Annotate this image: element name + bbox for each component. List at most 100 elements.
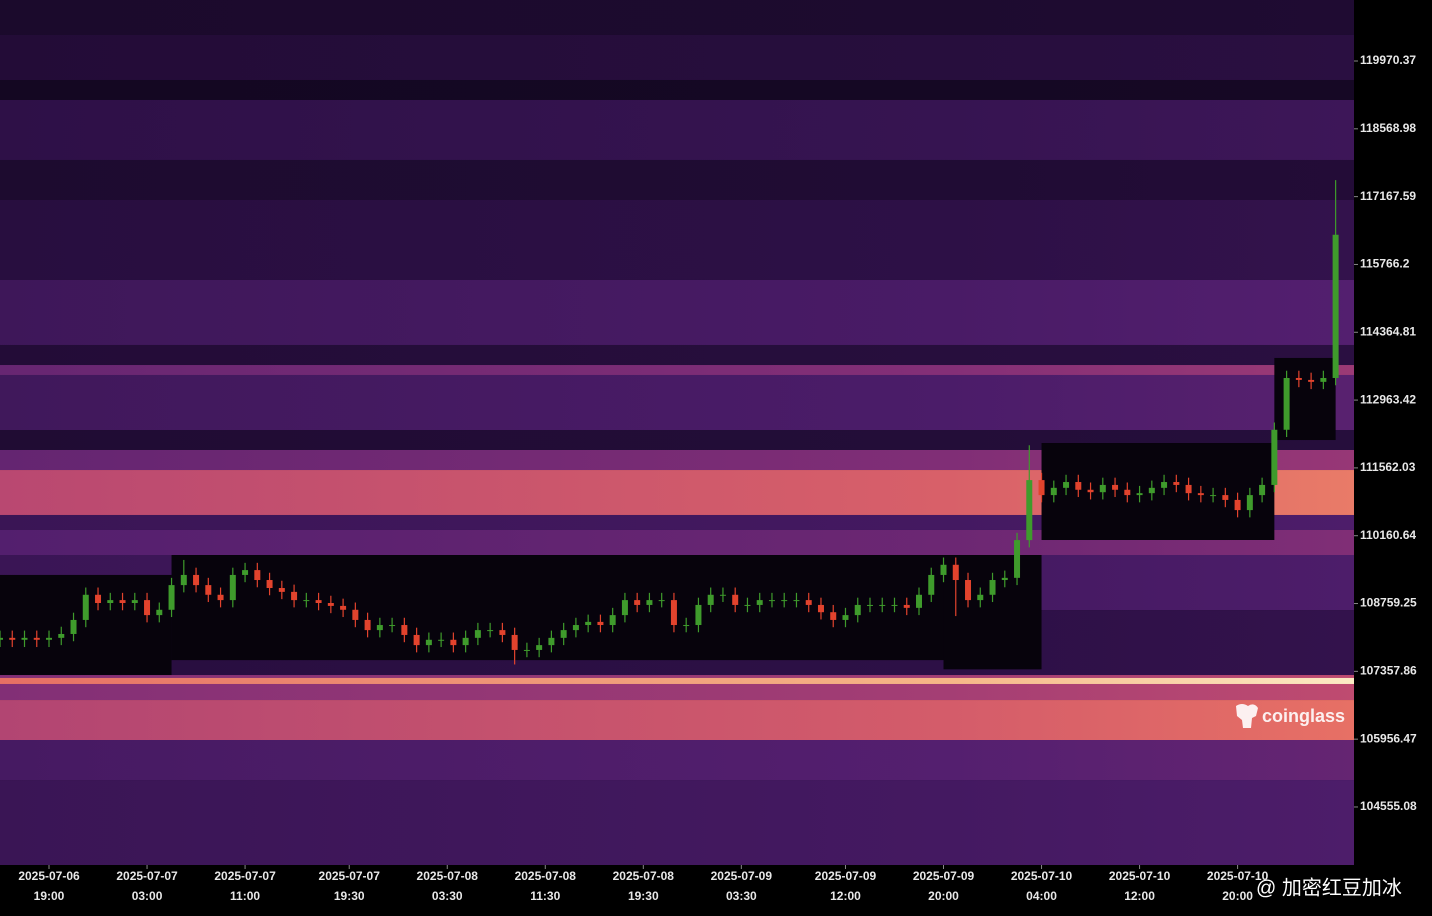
y-tick-label: 111562.03 <box>1360 460 1416 474</box>
candle-body <box>376 625 383 631</box>
x-tick-label: 20:00 <box>1222 889 1253 903</box>
candle-body <box>1308 379 1315 382</box>
candle-body <box>1271 429 1278 485</box>
candle-body <box>487 630 494 632</box>
candle-body <box>58 633 65 638</box>
watermark-logo <box>1236 704 1258 728</box>
candle-body <box>278 588 285 592</box>
candle-body <box>965 580 972 601</box>
candle-body <box>1185 484 1192 494</box>
candle-body <box>585 621 592 626</box>
y-tick-label: 118568.98 <box>1360 121 1416 135</box>
watermark-text: coinglass <box>1262 706 1345 726</box>
candle-body <box>977 594 984 601</box>
heat-band <box>0 79 1354 100</box>
candle-body <box>315 600 322 604</box>
candle-body <box>1222 495 1229 500</box>
x-tick-label: 2025-07-10 <box>1207 869 1269 883</box>
candle-body <box>916 594 923 608</box>
x-tick-label: 2025-07-09 <box>815 869 877 883</box>
candle-body <box>450 639 457 646</box>
candle-body <box>523 649 530 651</box>
candle-body <box>1173 482 1180 485</box>
candle-body <box>879 604 886 606</box>
axis-background <box>1354 0 1432 916</box>
y-tick-label: 119970.37 <box>1360 53 1416 67</box>
y-tick-label: 104555.08 <box>1360 799 1417 813</box>
candle-body <box>658 600 665 602</box>
candle-body <box>1234 499 1241 511</box>
candle-body <box>1320 377 1327 382</box>
candle-body <box>817 604 824 613</box>
x-tick-label: 2025-07-10 <box>1109 869 1171 883</box>
candle-body <box>9 637 16 640</box>
candle-body <box>928 574 935 595</box>
candle-body <box>95 594 102 604</box>
candle-body <box>1001 577 1008 581</box>
heat-band <box>0 374 1354 431</box>
candle-body <box>805 600 812 605</box>
y-tick-label: 110160.64 <box>1360 528 1416 542</box>
candle-body <box>1014 540 1021 578</box>
candle-body <box>1075 482 1082 490</box>
candle-body <box>340 605 347 610</box>
candle-body <box>989 580 996 595</box>
candle-body <box>131 600 138 604</box>
candle-body <box>548 637 555 646</box>
candle-body <box>1087 489 1094 493</box>
candle-body <box>425 639 432 646</box>
candle-body <box>756 600 763 605</box>
heat-band <box>0 700 1354 741</box>
candle-body <box>1136 493 1143 496</box>
candle-body <box>180 574 187 586</box>
y-tick-label: 105956.47 <box>1360 731 1417 745</box>
candle-body <box>1210 495 1217 497</box>
candle-body <box>1259 484 1266 496</box>
cleared-zone <box>1041 443 1275 541</box>
candle-body <box>903 604 910 608</box>
candle-body <box>46 637 53 640</box>
x-tick-label: 2025-07-09 <box>711 869 773 883</box>
candle-body <box>952 564 959 581</box>
candle-body <box>511 634 518 650</box>
candle-body <box>193 574 200 586</box>
candle-body <box>646 600 653 605</box>
candle-body <box>156 609 163 616</box>
candle-body <box>438 639 445 641</box>
candle-body <box>229 574 236 601</box>
candle-body <box>670 600 677 626</box>
candle-body <box>217 594 224 601</box>
candle-body <box>621 600 628 616</box>
candle-body <box>21 637 28 640</box>
cleared-zone <box>1274 357 1336 441</box>
candle-body <box>572 625 579 631</box>
credit: @ 加密红豆加冰 <box>1256 876 1402 899</box>
candle-body <box>352 609 359 620</box>
heat-band <box>0 430 1354 450</box>
candle-body <box>732 594 739 605</box>
candle-body <box>781 600 788 602</box>
candle-body <box>1063 482 1070 488</box>
candle-body <box>82 594 89 620</box>
y-tick-label: 115766.2 <box>1360 257 1410 271</box>
heat-band <box>0 344 1354 366</box>
x-tick-label: 03:30 <box>432 889 463 903</box>
candle-body <box>597 621 604 626</box>
candle-body <box>462 637 469 646</box>
y-tick-label: 114364.81 <box>1360 324 1416 338</box>
heat-band <box>0 514 1354 530</box>
candle-body <box>1332 234 1339 378</box>
heat-band <box>0 677 1354 684</box>
candle-body <box>719 594 726 596</box>
candle-body <box>1124 489 1131 496</box>
heat-band <box>0 449 1354 471</box>
x-tick-label: 2025-07-07 <box>319 869 381 883</box>
candle-body <box>683 625 690 627</box>
candle-body <box>205 585 212 595</box>
y-tick-label: 107357.86 <box>1360 664 1417 678</box>
x-tick-label: 12:00 <box>830 889 861 903</box>
x-tick-label: 19:00 <box>34 889 65 903</box>
x-tick-label: 2025-07-08 <box>417 869 479 883</box>
